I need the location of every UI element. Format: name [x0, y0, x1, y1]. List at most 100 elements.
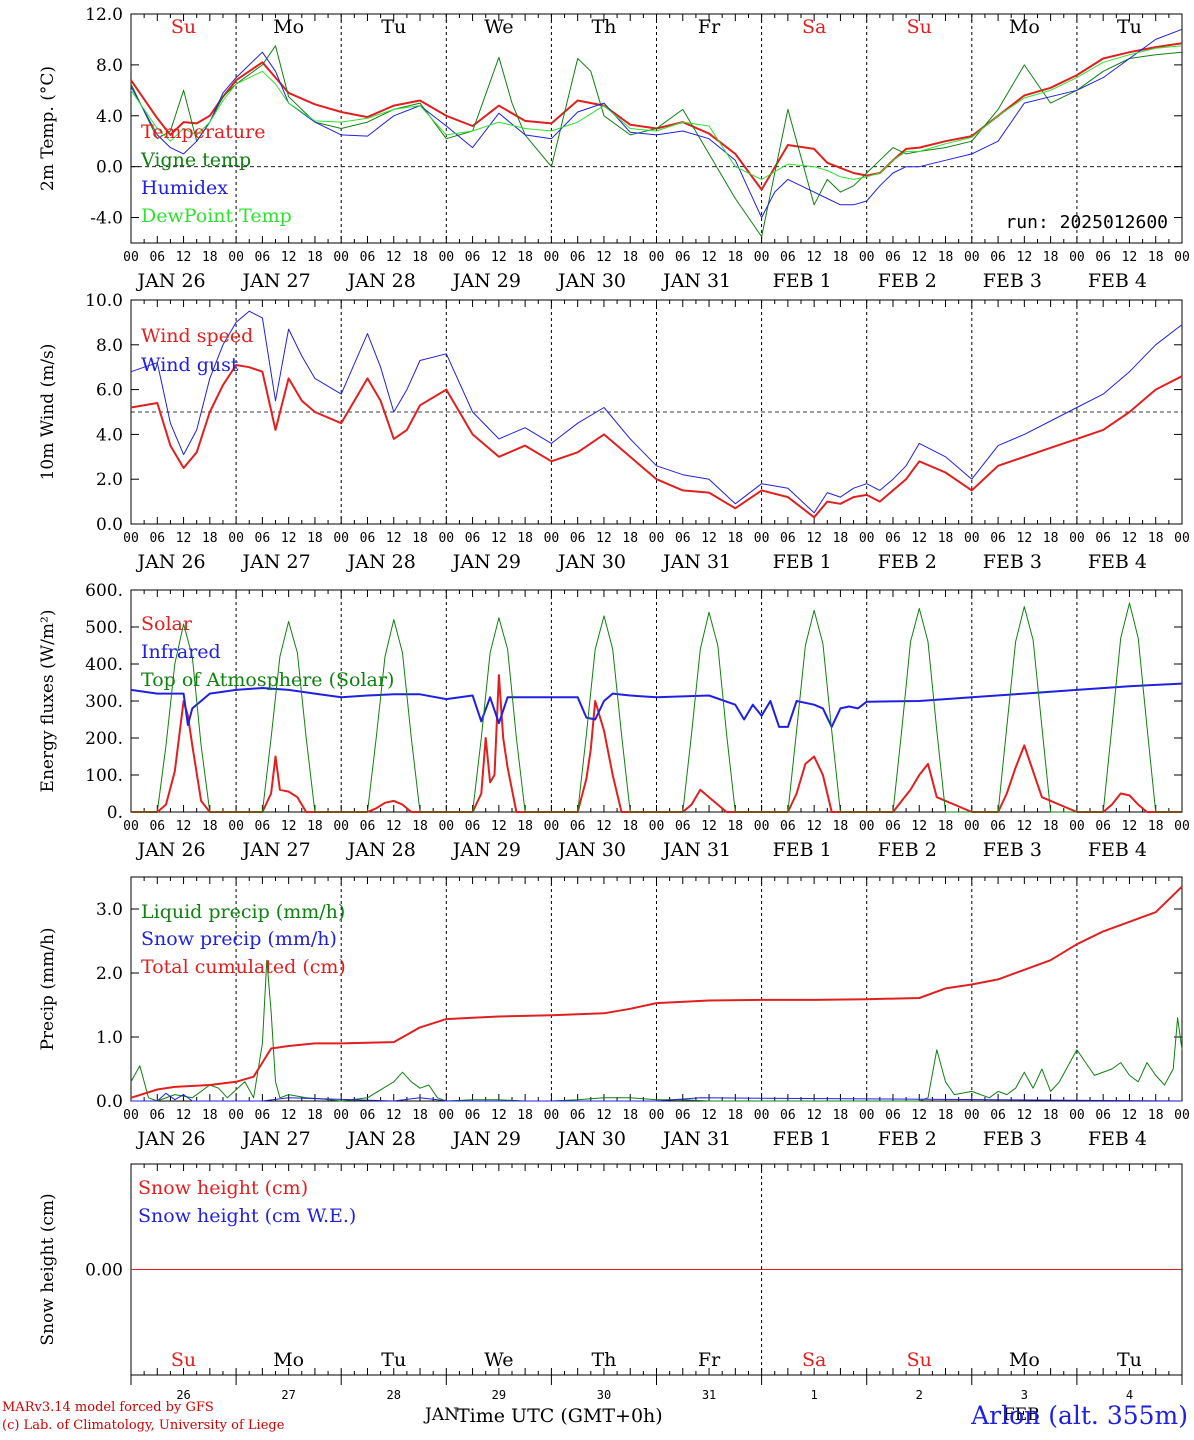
hour-label: 06 [255, 531, 271, 546]
weekday-label: Fr [698, 1349, 721, 1371]
date-label: FEB 2 [878, 1128, 937, 1150]
hour-label: 00 [649, 1108, 665, 1123]
hour-label: 12 [176, 819, 192, 834]
date-label: FEB 3 [983, 551, 1042, 573]
legend-entry: Snow height (cm W.E.) [138, 1205, 356, 1227]
hour-label: 00 [859, 819, 875, 834]
y-tick-label: 12.0 [85, 5, 123, 25]
weekday-label: Mo [1009, 1349, 1040, 1371]
hour-label: 12 [386, 819, 402, 834]
hour-label: 06 [570, 1108, 586, 1123]
legend-entry: DewPoint Temp [141, 205, 292, 227]
series-line-infrared [130, 682, 1183, 728]
hour-label: 18 [1148, 1108, 1164, 1123]
day-number-label: 27 [281, 1388, 295, 1402]
hour-label: 00 [1069, 531, 1085, 546]
hour-label: 18 [1043, 819, 1059, 834]
hour-label: 06 [885, 250, 901, 265]
credits: MARv3.14 model forced by GFS (c) Lab. of… [2, 1399, 284, 1435]
date-label: JAN 28 [346, 551, 416, 573]
hour-label: 00 [438, 531, 454, 546]
weekday-label: Mo [273, 16, 304, 38]
series-line-total-cumulated-cm- [130, 885, 1183, 1099]
hour-label: 18 [938, 250, 954, 265]
hour-label: 00 [754, 250, 770, 265]
hour-label: 12 [701, 531, 717, 546]
hour-label: 00 [1069, 1108, 1085, 1123]
hour-label: 12 [491, 531, 507, 546]
hour-label: 00 [438, 250, 454, 265]
legend-entry: Humidex [141, 177, 228, 199]
hour-label: 18 [412, 1108, 428, 1123]
date-label: FEB 4 [1088, 551, 1147, 573]
weekday-label: Sa [802, 1349, 826, 1371]
y-tick-label: 4.0 [96, 425, 123, 445]
hour-label: 06 [465, 250, 481, 265]
date-label: JAN 27 [241, 839, 311, 861]
hour-label: 06 [360, 819, 376, 834]
hour-label: 18 [517, 1108, 533, 1123]
date-label: JAN 30 [556, 270, 626, 292]
hour-label: 06 [780, 250, 796, 265]
hour-label: 18 [727, 1108, 743, 1123]
y-tick-label: 100. [85, 766, 123, 786]
hour-label: 12 [1122, 819, 1138, 834]
hour-label: 18 [833, 819, 849, 834]
weekday-label: Su [171, 1349, 196, 1371]
hour-label: 12 [1122, 1108, 1138, 1123]
day-number-label: 28 [387, 1388, 401, 1402]
hour-label: 12 [386, 1108, 402, 1123]
date-label: FEB 2 [878, 839, 937, 861]
hour-label: 18 [202, 819, 218, 834]
hour-label: 00 [333, 531, 349, 546]
date-label: FEB 1 [773, 551, 832, 573]
run-label: run: 2025012600 [1005, 212, 1168, 233]
hour-label: 06 [149, 531, 165, 546]
hour-label: 06 [149, 819, 165, 834]
hour-label: 12 [806, 819, 822, 834]
hour-label: 06 [1095, 1108, 1111, 1123]
y-tick-label: 8.0 [96, 336, 123, 356]
date-label: JAN 30 [556, 1128, 626, 1150]
hour-label: 12 [281, 531, 297, 546]
date-label: JAN 29 [451, 839, 521, 861]
hour-label: 18 [307, 531, 323, 546]
hour-label: 12 [491, 819, 507, 834]
hour-label: 06 [675, 1108, 691, 1123]
hour-label: 18 [1148, 531, 1164, 546]
hour-label: 12 [701, 250, 717, 265]
hour-label: 00 [754, 1108, 770, 1123]
hour-label: 00 [649, 250, 665, 265]
weekday-label: Su [907, 16, 932, 38]
series-line-dewpoint-temp [130, 45, 1183, 180]
hour-label: 06 [990, 531, 1006, 546]
hour-label: 18 [727, 819, 743, 834]
hour-label: 12 [596, 250, 612, 265]
hour-label: 18 [307, 1108, 323, 1123]
x-axis-title: Time UTC (GMT+0h) [457, 1405, 663, 1427]
hour-label: 12 [281, 1108, 297, 1123]
legend-entry: Total cumulated (cm) [141, 956, 346, 978]
legend-entry: Temperature [141, 121, 265, 143]
weekday-label: Sa [802, 16, 826, 38]
date-label: JAN 27 [241, 551, 311, 573]
hour-label: 12 [911, 250, 927, 265]
station-label: Arlon (alt. 355m) [971, 1401, 1188, 1430]
hour-label: 18 [412, 531, 428, 546]
hour-label: 06 [570, 531, 586, 546]
hour-label: 00 [1174, 1108, 1190, 1123]
y-axis-label: Snow height (cm) [38, 1193, 58, 1345]
hour-label: 06 [465, 531, 481, 546]
date-label: JAN 31 [661, 1128, 731, 1150]
hour-label: 12 [176, 250, 192, 265]
hour-label: 00 [964, 819, 980, 834]
hour-label: 12 [386, 250, 402, 265]
legend-entry: Solar [141, 613, 193, 635]
hour-label: 12 [701, 819, 717, 834]
y-tick-label: 2.0 [96, 964, 123, 984]
month-label-feb: FEB [1003, 1405, 1040, 1425]
y-tick-label: 2.0 [96, 470, 123, 490]
hour-label: 12 [1017, 250, 1033, 265]
hour-label: 18 [1148, 250, 1164, 265]
hour-label: 12 [596, 531, 612, 546]
